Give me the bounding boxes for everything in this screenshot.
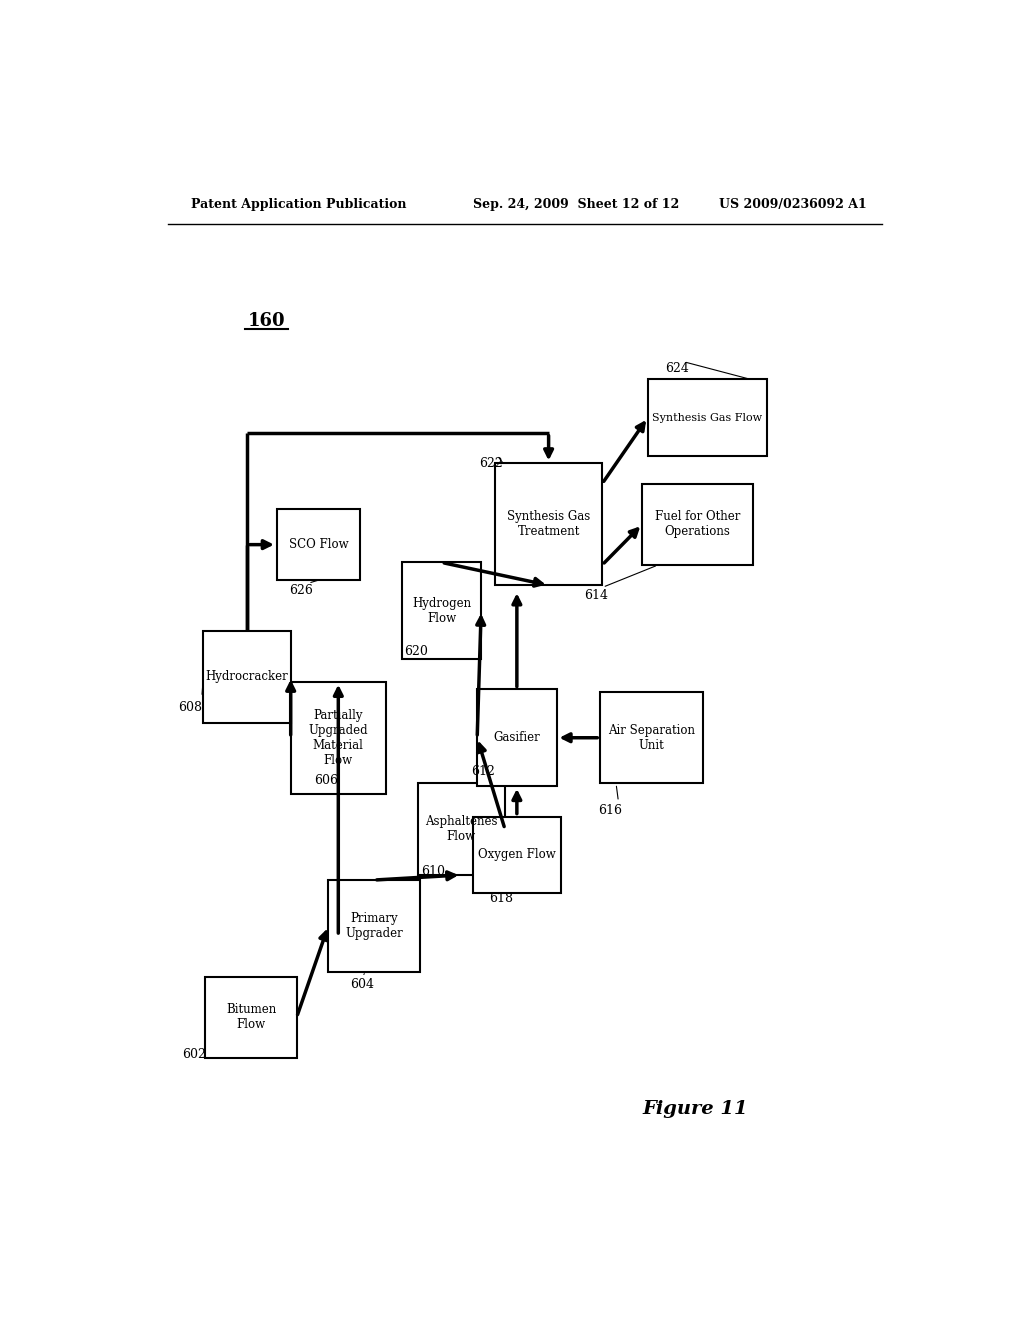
- FancyBboxPatch shape: [477, 689, 557, 785]
- Text: 620: 620: [404, 645, 428, 657]
- Text: 602: 602: [182, 1048, 206, 1061]
- Text: Oxygen Flow: Oxygen Flow: [478, 849, 556, 861]
- Text: Air Separation
Unit: Air Separation Unit: [608, 723, 695, 752]
- Text: Gasifier: Gasifier: [494, 731, 541, 744]
- Text: 614: 614: [585, 589, 608, 602]
- FancyBboxPatch shape: [648, 379, 767, 455]
- Text: 610: 610: [422, 866, 445, 878]
- Text: Hydrogen
Flow: Hydrogen Flow: [412, 597, 471, 624]
- FancyBboxPatch shape: [276, 510, 360, 581]
- FancyBboxPatch shape: [473, 817, 560, 892]
- FancyBboxPatch shape: [642, 483, 754, 565]
- Text: 160: 160: [248, 312, 286, 330]
- Text: 604: 604: [350, 978, 374, 991]
- Text: 622: 622: [479, 457, 503, 470]
- Text: US 2009/0236092 A1: US 2009/0236092 A1: [719, 198, 867, 211]
- Text: Fuel for Other
Operations: Fuel for Other Operations: [655, 511, 740, 539]
- Text: 626: 626: [289, 583, 313, 597]
- FancyBboxPatch shape: [418, 784, 505, 875]
- FancyBboxPatch shape: [204, 631, 291, 722]
- Text: Asphaltenes
Flow: Asphaltenes Flow: [425, 816, 498, 843]
- Text: 608: 608: [178, 701, 202, 714]
- Text: 616: 616: [598, 804, 623, 817]
- Text: 606: 606: [314, 774, 338, 787]
- Text: Bitumen
Flow: Bitumen Flow: [226, 1003, 276, 1031]
- Text: SCO Flow: SCO Flow: [289, 539, 348, 552]
- Text: Synthesis Gas
Treatment: Synthesis Gas Treatment: [507, 511, 590, 539]
- Text: Patent Application Publication: Patent Application Publication: [191, 198, 407, 211]
- Text: Figure 11: Figure 11: [643, 1100, 749, 1118]
- Text: Sep. 24, 2009  Sheet 12 of 12: Sep. 24, 2009 Sheet 12 of 12: [473, 198, 680, 211]
- Text: Primary
Upgrader: Primary Upgrader: [345, 912, 402, 940]
- Text: Hydrocracker: Hydrocracker: [206, 671, 289, 684]
- FancyBboxPatch shape: [206, 977, 297, 1057]
- Text: Partially
Upgraded
Material
Flow: Partially Upgraded Material Flow: [308, 709, 368, 767]
- FancyBboxPatch shape: [329, 880, 420, 972]
- Text: 618: 618: [489, 892, 513, 904]
- Text: 624: 624: [666, 362, 689, 375]
- FancyBboxPatch shape: [600, 692, 703, 784]
- Text: 612: 612: [471, 764, 495, 777]
- FancyBboxPatch shape: [291, 682, 386, 793]
- Text: Synthesis Gas Flow: Synthesis Gas Flow: [652, 413, 763, 422]
- FancyBboxPatch shape: [495, 463, 602, 585]
- FancyBboxPatch shape: [401, 562, 481, 659]
